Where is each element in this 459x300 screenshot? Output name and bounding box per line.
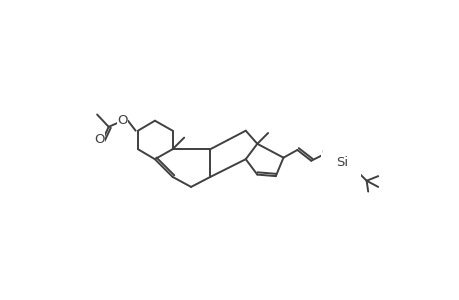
Text: O: O xyxy=(94,134,105,146)
Text: O: O xyxy=(117,114,128,127)
Text: O: O xyxy=(321,146,331,159)
Text: Si: Si xyxy=(335,156,347,169)
